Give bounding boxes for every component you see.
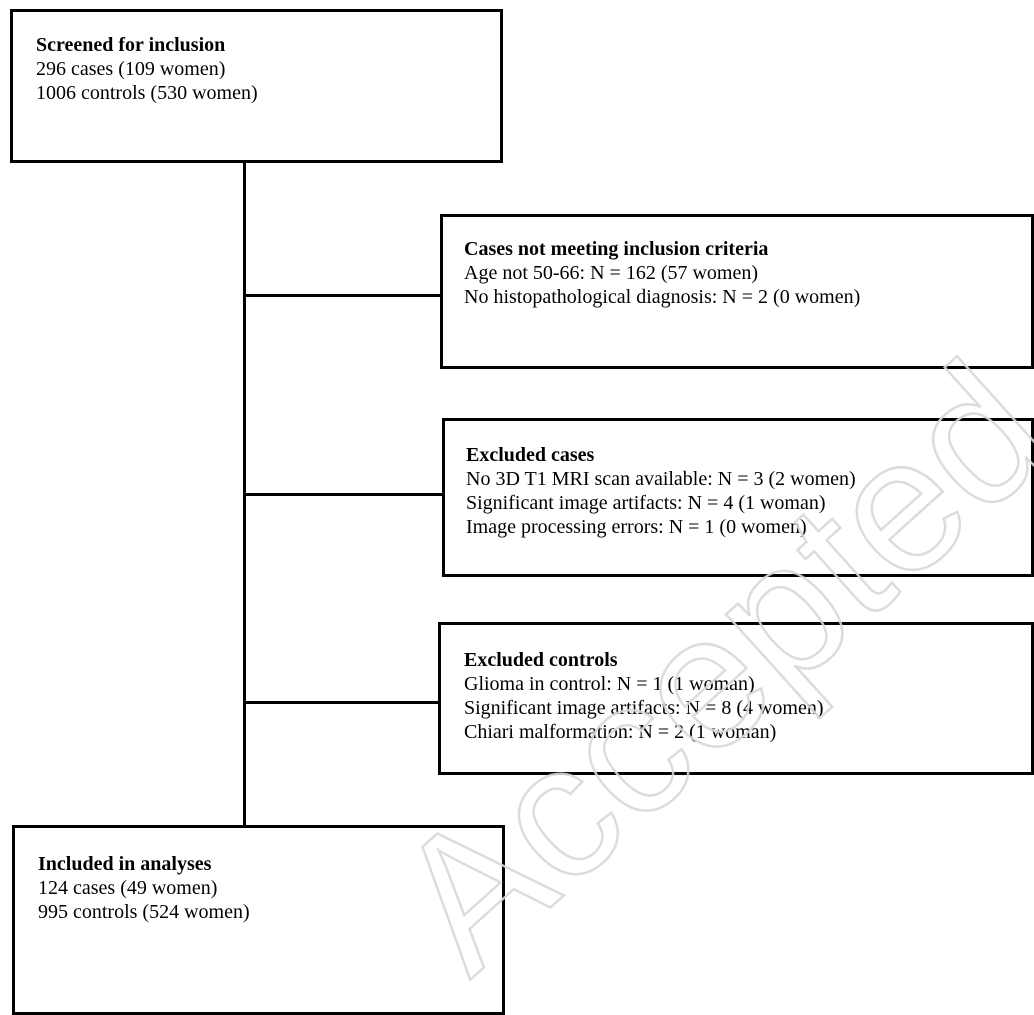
excluded-cases-title: Excluded cases xyxy=(466,444,595,466)
excluded-controls-title: Excluded controls xyxy=(464,649,618,671)
excluded-controls-box: Excluded controls Glioma in control: N =… xyxy=(438,622,1034,775)
screened-cases: 296 cases (109 women) xyxy=(36,58,226,80)
not-meeting-criteria-box: Cases not meeting inclusion criteria Age… xyxy=(440,214,1034,369)
not-meeting-histopathology: No histopathological diagnosis: N = 2 (0… xyxy=(464,286,861,308)
included-cases: 124 cases (49 women) xyxy=(38,877,218,899)
excluded-controls-chiari: Chiari malformation: N = 2 (1 woman) xyxy=(464,721,777,743)
included-title: Included in analyses xyxy=(38,853,212,875)
excluded-cases-no-mri: No 3D T1 MRI scan available: N = 3 (2 wo… xyxy=(466,468,856,490)
included-box: Included in analyses 124 cases (49 women… xyxy=(12,825,505,1015)
connector-to-not-meeting xyxy=(243,294,442,297)
excluded-cases-box: Excluded cases No 3D T1 MRI scan availab… xyxy=(442,418,1034,577)
excluded-controls-artifacts: Significant image artifacts: N = 8 (4 wo… xyxy=(464,697,824,719)
included-controls: 995 controls (524 women) xyxy=(38,901,250,923)
screened-title: Screened for inclusion xyxy=(36,34,226,56)
screened-controls: 1006 controls (530 women) xyxy=(36,82,258,104)
excluded-cases-artifacts: Significant image artifacts: N = 4 (1 wo… xyxy=(466,492,826,514)
not-meeting-title: Cases not meeting inclusion criteria xyxy=(464,238,769,260)
connector-to-excluded-controls xyxy=(243,701,442,704)
not-meeting-age: Age not 50-66: N = 162 (57 women) xyxy=(464,262,759,284)
screened-box: Screened for inclusion 296 cases (109 wo… xyxy=(10,9,503,163)
excluded-cases-processing: Image processing errors: N = 1 (0 women) xyxy=(466,516,807,538)
excluded-controls-glioma: Glioma in control: N = 1 (1 woman) xyxy=(464,673,755,695)
connector-to-excluded-cases xyxy=(243,493,442,496)
